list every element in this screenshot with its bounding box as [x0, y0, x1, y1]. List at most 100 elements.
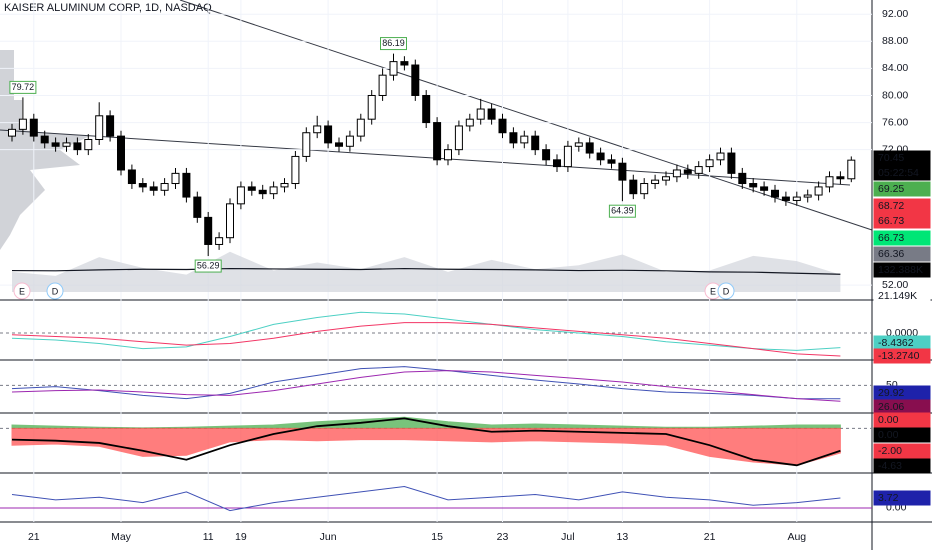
price-badge-label: 69.25 [878, 183, 904, 195]
candle-body [378, 74, 387, 96]
y-tick-label: 52.00 [882, 279, 908, 291]
candle-body [280, 183, 289, 188]
candle-body [672, 169, 681, 178]
candle-body [771, 189, 779, 198]
x-tick-label: 13 [617, 531, 629, 543]
candle-body [498, 118, 507, 134]
candle-body [182, 172, 191, 198]
extreme-label: 86.19 [382, 38, 405, 48]
price-badge [873, 262, 931, 278]
x-tick-label: 23 [497, 531, 509, 543]
candle-body [247, 186, 256, 191]
candle-body [258, 189, 267, 195]
candle-body [444, 149, 452, 161]
candle-body [356, 118, 365, 137]
event-marker-label: E [19, 286, 25, 296]
y-tick-label: 76.00 [882, 116, 908, 128]
candle-body [574, 142, 583, 147]
y-tick-label: 92.00 [882, 8, 908, 20]
y-tick-label: 84.00 [882, 62, 908, 74]
price-badge [873, 230, 931, 246]
candle-body [836, 176, 845, 180]
y-tick-label: 50 [886, 379, 898, 391]
price-badge-label: 70.45 [878, 152, 904, 164]
candle-body [29, 118, 38, 137]
candle-body [476, 108, 485, 120]
x-tick-label: Aug [787, 531, 806, 543]
price-badge [873, 198, 931, 214]
candle-body [618, 162, 627, 181]
extreme-label-box [194, 259, 222, 273]
price-badge-label: -8.4362 [878, 337, 914, 349]
candle-body [716, 152, 725, 161]
price-badge [873, 348, 931, 364]
price-badge [873, 213, 931, 229]
candle-body [760, 186, 769, 191]
price-badge-label: 26.06 [878, 401, 904, 413]
candle-body [335, 142, 343, 147]
candle-body [629, 179, 638, 195]
candle-body [433, 122, 442, 161]
candle-body [291, 155, 300, 185]
candle-body [193, 196, 202, 218]
candle-body [73, 142, 82, 151]
price-badge [873, 288, 931, 304]
price-badge [873, 246, 931, 262]
x-tick-label: 11 [203, 531, 214, 543]
x-tick-label: 21 [704, 531, 716, 543]
indicator-line [11, 366, 841, 400]
y-tick-label: 80.00 [882, 89, 908, 101]
price-badge [873, 412, 931, 428]
indicator-line [11, 311, 841, 351]
chart-title: KAISER ALUMINUM CORP, 1D, NASDAQ [4, 2, 212, 14]
candle-body [117, 135, 125, 171]
candle-body [95, 115, 104, 141]
event-marker[interactable] [46, 282, 64, 300]
candle-body [62, 142, 71, 147]
price-badge-label: 0.00 [878, 414, 899, 426]
volume-ma-line [11, 267, 841, 275]
candle-body [138, 183, 147, 188]
extreme-label: 64.39 [611, 206, 634, 216]
candle-body [585, 142, 594, 154]
candle-body [694, 166, 703, 174]
candle-body [825, 176, 834, 188]
price-badge-label: 29.92 [878, 387, 904, 399]
candle-body [814, 186, 823, 196]
candle-body [803, 194, 812, 198]
area [11, 427, 841, 466]
price-badge [873, 427, 931, 443]
extreme-label: 79.72 [12, 82, 35, 92]
x-tick-label: Jun [320, 531, 337, 543]
candle-body [749, 183, 758, 188]
event-marker[interactable] [13, 282, 31, 300]
candle-body [215, 237, 224, 245]
event-marker[interactable] [717, 282, 735, 300]
candle-body [727, 152, 736, 174]
candle-body [149, 186, 158, 191]
event-marker-label: D [723, 286, 730, 296]
candle-body [171, 172, 180, 185]
x-tick-label: 21 [28, 531, 40, 543]
price-badge-label: -2.00 [878, 445, 902, 457]
candle-body [531, 135, 540, 151]
candle-body [269, 186, 278, 195]
candle-body [465, 118, 474, 127]
candle-body [553, 159, 561, 168]
trend-line [0, 129, 851, 186]
candle-body [160, 183, 169, 191]
extreme-label: 56.29 [197, 260, 220, 270]
price-badge-label: 66.73 [878, 215, 904, 227]
x-tick-label: 15 [431, 531, 443, 543]
candle-body [18, 118, 27, 130]
candle-body [127, 169, 136, 185]
candle-body [345, 135, 354, 147]
event-marker-label: D [52, 286, 59, 296]
event-marker-label: E [710, 286, 716, 296]
extreme-label-box [380, 37, 407, 51]
y-tick-label: 88.00 [882, 35, 908, 47]
candle-body [51, 142, 60, 147]
candle-body [454, 125, 463, 151]
candle-body [651, 179, 660, 185]
